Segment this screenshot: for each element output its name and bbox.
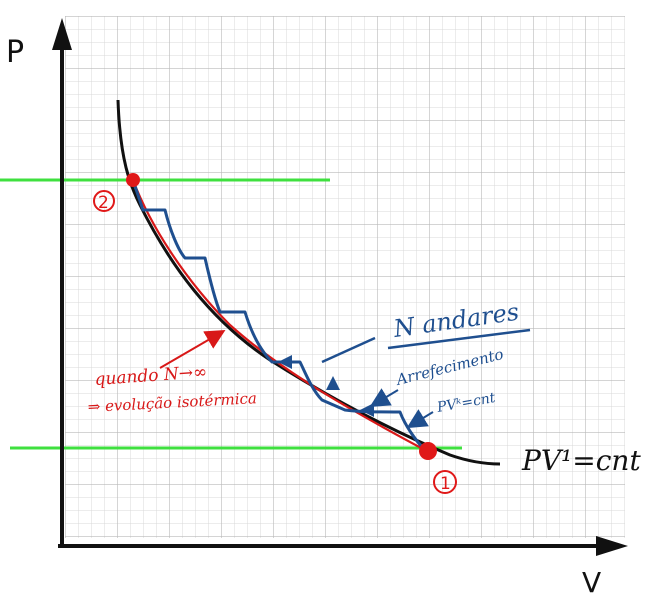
point-2-marker bbox=[126, 173, 140, 187]
n-stages-pointer bbox=[321, 336, 376, 364]
n-stages-underline bbox=[387, 328, 531, 350]
point-2: 2 bbox=[93, 173, 140, 213]
isothermal-limit-curve bbox=[131, 179, 426, 451]
step-arrow-icon bbox=[278, 355, 292, 369]
compression-staircase bbox=[131, 179, 427, 452]
point-1-label-circle bbox=[433, 470, 457, 494]
isotherm-curve bbox=[116, 99, 501, 466]
point-1-marker bbox=[419, 442, 437, 460]
point-1-label: 1 bbox=[440, 474, 451, 494]
x-axis-arrow-icon bbox=[596, 536, 628, 556]
step-arrow-icon bbox=[326, 376, 340, 390]
y-axis-arrow-icon bbox=[52, 18, 72, 50]
isotherm-equation: PV¹=cnt bbox=[521, 444, 641, 477]
axes bbox=[52, 18, 628, 556]
grid bbox=[65, 16, 625, 538]
y-axis-label: P bbox=[6, 35, 24, 70]
adiabatic-pointer bbox=[406, 409, 434, 429]
cooling-pointer bbox=[369, 388, 399, 408]
x-axis-label: V bbox=[582, 566, 601, 597]
limit-pointer bbox=[159, 329, 226, 369]
point-2-label-circle bbox=[93, 190, 115, 212]
point-2-label: 2 bbox=[98, 193, 109, 213]
point-1: 1 bbox=[419, 442, 457, 494]
